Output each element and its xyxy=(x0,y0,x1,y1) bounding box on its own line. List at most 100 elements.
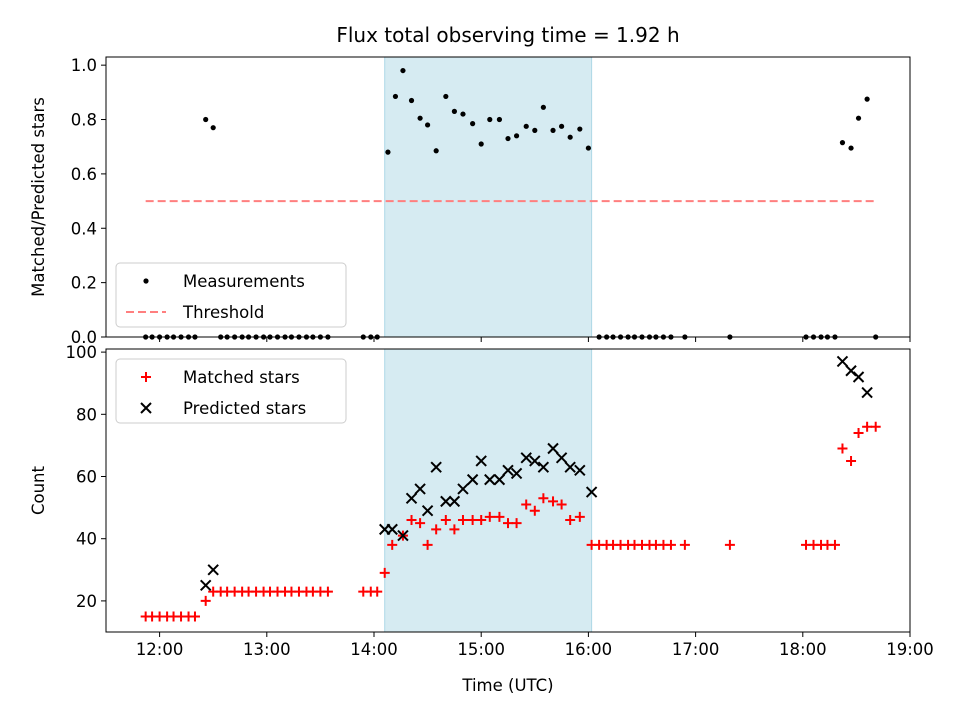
measurement-point xyxy=(550,127,556,133)
matched-stars-point xyxy=(449,524,460,535)
count-series xyxy=(140,355,881,622)
matched-stars-point xyxy=(189,611,200,622)
measurement-point xyxy=(839,140,846,146)
predicted-stars-point xyxy=(510,467,523,480)
legend-handle-dot xyxy=(143,278,149,284)
predicted-stars-point xyxy=(502,464,514,476)
matched-stars-point xyxy=(379,567,390,578)
predicted-stars-point xyxy=(448,495,461,508)
matched-stars-point xyxy=(484,511,495,522)
measurement-point xyxy=(532,127,538,133)
measurement-point xyxy=(577,126,583,132)
predicted-stars-point xyxy=(414,483,426,495)
observing-span-rect xyxy=(384,348,593,633)
matched-stars-point xyxy=(503,518,513,529)
measurement-point xyxy=(443,93,449,100)
predicted-stars-point xyxy=(405,492,418,504)
observing-span xyxy=(384,348,593,633)
matched-stars-point xyxy=(529,505,540,516)
matched-stars-point xyxy=(574,511,585,522)
predicted-stars-point xyxy=(529,455,541,467)
legend-handle-plus xyxy=(141,372,151,382)
measurement-point xyxy=(540,104,546,110)
measurement-point xyxy=(385,149,391,155)
measurement-point xyxy=(513,133,520,139)
y-tick-label: 1.0 xyxy=(71,56,97,75)
predicted-stars-point xyxy=(537,461,550,473)
predicted-stars-point xyxy=(440,495,452,508)
chart-title: Flux total observing time = 1.92 h xyxy=(336,23,679,47)
ratio-y-axis-label: Matched/Predicted stars xyxy=(29,97,48,297)
count-legend: Matched stars Predicted stars xyxy=(115,358,347,424)
predicted-stars-point xyxy=(493,473,506,486)
y-tick-label: 0.6 xyxy=(71,165,97,184)
predicted-stars-point xyxy=(574,464,586,476)
matched-stars-point xyxy=(521,499,532,510)
x-tick-label: 17:00 xyxy=(672,640,720,659)
predicted-stars-point xyxy=(430,461,442,473)
y-tick-label: 80 xyxy=(76,405,97,424)
measurement-point xyxy=(433,148,439,154)
legend-box xyxy=(115,358,347,424)
predicted-stars-point xyxy=(564,461,576,473)
x-tick-label: 13:00 xyxy=(243,640,291,659)
predicted-stars-point xyxy=(199,579,212,592)
ratio-panel: 0.0 0.2 0.4 0.6 0.8 1.0 Matched/Predicted sta… xyxy=(29,56,911,347)
predicted-stars-point xyxy=(397,529,409,542)
matched-stars-point xyxy=(440,515,451,526)
measurement-point xyxy=(451,108,457,114)
x-axis-label: Time (UTC) xyxy=(461,676,553,695)
measurement-point xyxy=(392,93,399,100)
matched-stars-point xyxy=(846,455,857,466)
matched-stars-point xyxy=(665,539,676,550)
predicted-stars-point xyxy=(585,486,598,498)
x-tick-label: 16:00 xyxy=(565,640,613,659)
matched-stars-point xyxy=(511,518,522,529)
predicted-stars-point xyxy=(852,371,865,383)
y-tick-label: 0.0 xyxy=(71,328,97,347)
legend-label: Predicted stars xyxy=(183,399,306,418)
predicted-stars-point xyxy=(457,483,469,495)
y-tick-label: 0.8 xyxy=(71,111,97,130)
measurement-point xyxy=(567,134,573,140)
matched-stars-point xyxy=(494,511,505,522)
ratio-y-ticks: 0.0 0.2 0.4 0.6 0.8 1.0 xyxy=(71,56,106,347)
measurement-point xyxy=(855,115,862,121)
ratio-series xyxy=(143,67,879,340)
y-tick-label: 100 xyxy=(66,343,98,362)
matched-stars-point xyxy=(853,427,864,438)
matched-stars-point xyxy=(829,539,840,550)
predicted-stars-point xyxy=(475,455,487,467)
matched-stars-point xyxy=(422,539,433,550)
ratio-x-ticks xyxy=(159,337,911,342)
matched-stars-point xyxy=(476,515,487,526)
predicted-stars-point xyxy=(386,523,398,536)
measurement-point xyxy=(400,67,406,74)
matched-stars-point xyxy=(556,499,567,510)
measurement-point xyxy=(523,123,529,129)
count-x-ticks: 12:00 13:00 14:00 15:00 16:00 17:00 18:00 19:00 xyxy=(136,632,934,659)
ratio-panel-frame xyxy=(105,56,911,338)
measurement-point xyxy=(496,116,503,123)
measurement-point xyxy=(505,135,511,142)
measurement-point xyxy=(408,97,415,104)
legend-handle-x xyxy=(140,402,152,414)
legend-label: Threshold xyxy=(182,303,264,322)
count-y-ticks: 20 40 60 80 100 xyxy=(66,343,106,611)
observing-span xyxy=(384,56,593,338)
matched-stars-point xyxy=(565,515,576,526)
y-tick-label: 20 xyxy=(76,592,97,611)
legend-label: Matched stars xyxy=(183,368,300,387)
measurement-point xyxy=(848,145,854,151)
matched-stars-point xyxy=(862,421,873,432)
matched-stars-point xyxy=(870,421,881,432)
legend-label: Measurements xyxy=(183,272,305,291)
matched-stars-point xyxy=(724,539,735,550)
predicted-stars-point xyxy=(421,505,434,517)
matched-stars-point xyxy=(837,443,848,454)
measurement-point xyxy=(478,141,484,147)
predicted-stars-point xyxy=(836,355,849,368)
y-tick-label: 0.2 xyxy=(71,274,97,293)
matched-stars-point xyxy=(679,539,690,550)
